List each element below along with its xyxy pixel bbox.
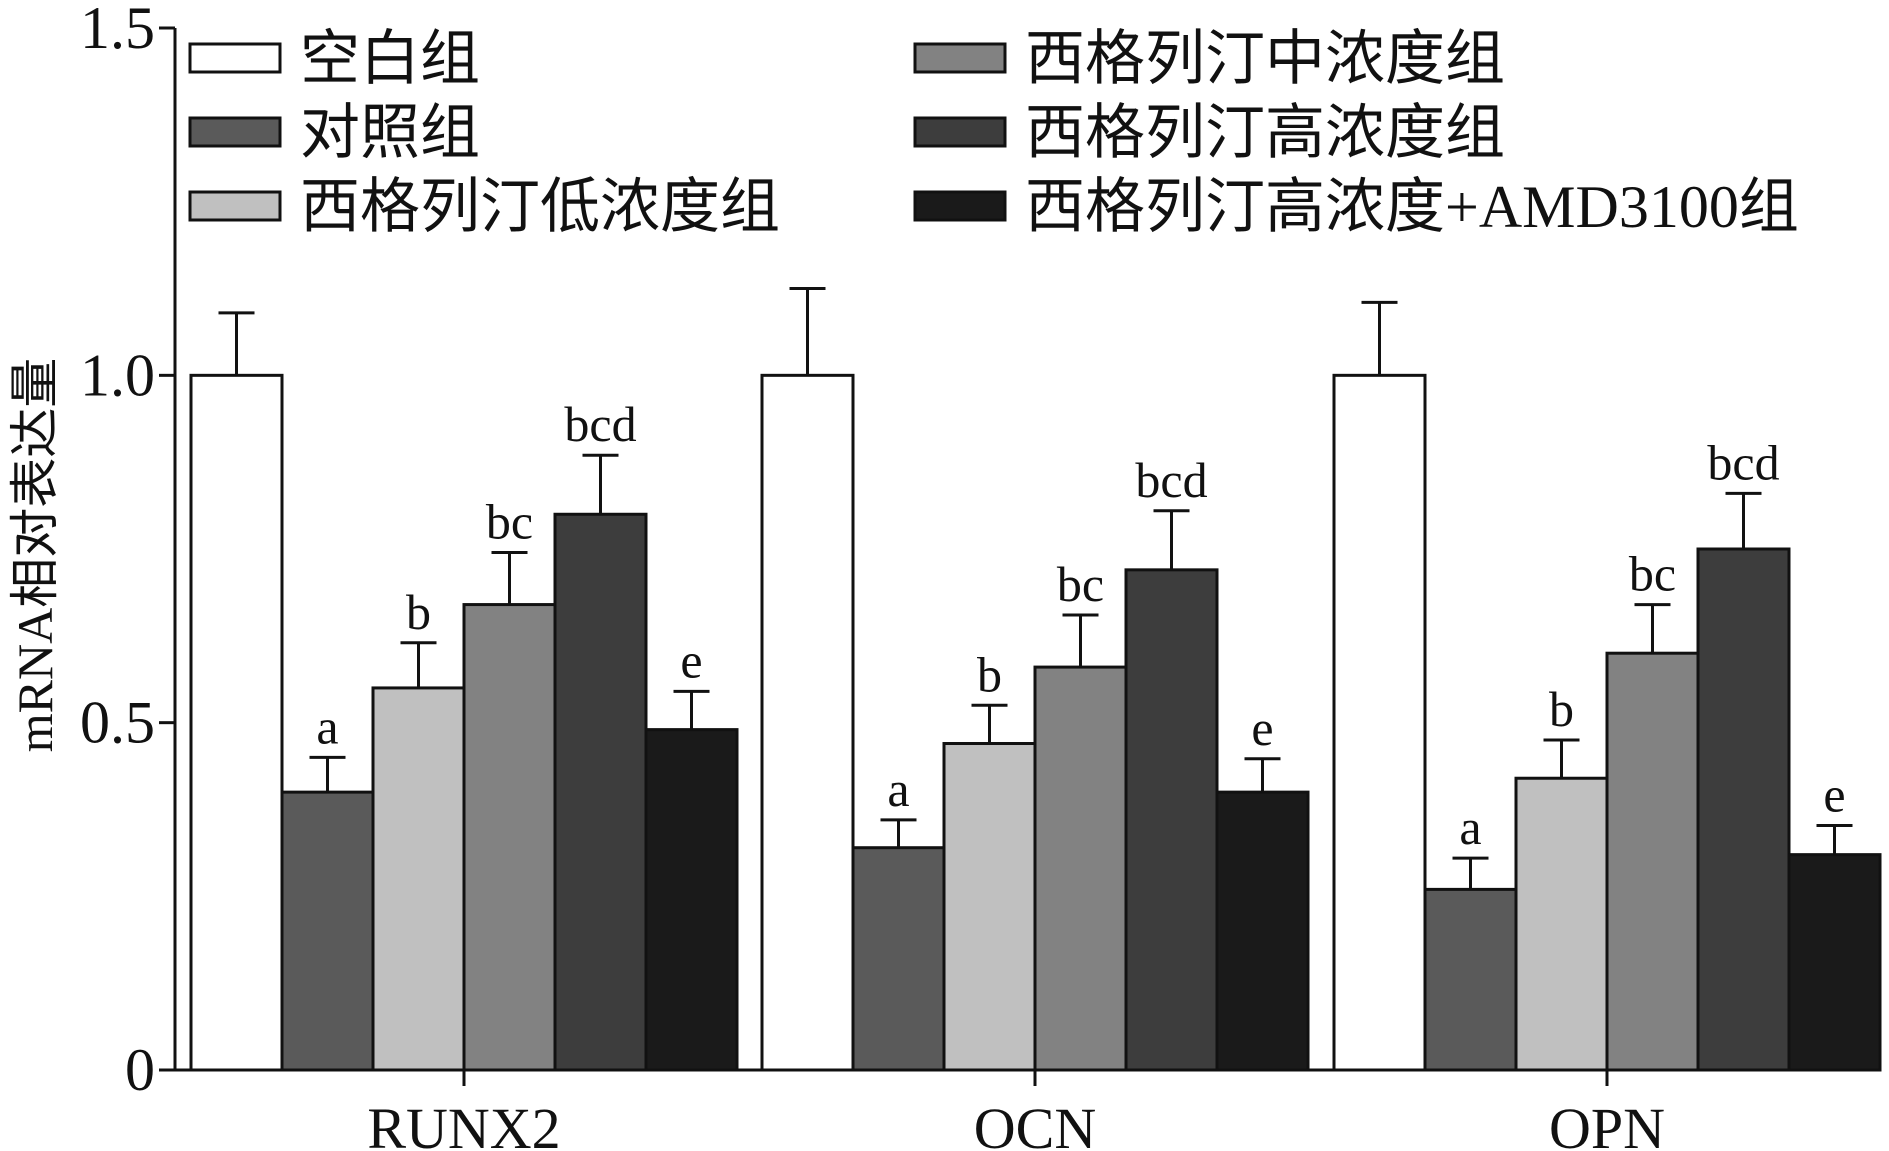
bar-runx2-series-4 (462, 603, 557, 1072)
legend-label: 西格列汀高浓度组 (1025, 100, 1505, 166)
significance-label: e (1823, 766, 1845, 822)
significance-label: bc (486, 493, 533, 549)
bar-opn-series-6 (1787, 853, 1882, 1072)
bar-ocn-series-6 (1215, 790, 1310, 1072)
legend-swatch (913, 190, 1007, 222)
x-tick-label: OCN (974, 1096, 1096, 1151)
significance-label: a (887, 761, 909, 817)
legend-label: 空白组 (300, 26, 480, 92)
bar-runx2-series-6 (644, 728, 739, 1072)
bar-opn-series-4 (1605, 651, 1700, 1072)
x-tick-label: RUNX2 (367, 1096, 560, 1151)
legend-swatch (188, 42, 282, 74)
significance-label: bcd (1707, 434, 1779, 490)
y-tick-label: 1.5 (80, 0, 155, 61)
y-tick-label: 0 (125, 1037, 155, 1103)
bar-runx2-series-5 (553, 512, 648, 1072)
bar-ocn-series-2 (851, 846, 946, 1072)
significance-label: e (680, 632, 702, 688)
legend-swatch (913, 42, 1007, 74)
x-tick-label: OPN (1549, 1096, 1665, 1151)
bar-ocn-series-3 (942, 742, 1037, 1072)
significance-label: bc (1057, 556, 1104, 612)
significance-label: bcd (1135, 452, 1207, 508)
y-tick-label: 0.5 (80, 690, 155, 756)
significance-label: a (1459, 799, 1481, 855)
bar-opn-series-3 (1514, 776, 1609, 1072)
significance-label: bc (1629, 546, 1676, 602)
legend-label: 对照组 (300, 100, 480, 166)
legend-label: 西格列汀高浓度+AMD3100组 (1025, 174, 1799, 240)
bar-runx2-series-3 (371, 686, 466, 1072)
significance-label: b (1549, 681, 1574, 737)
bar-ocn-series-4 (1033, 665, 1128, 1072)
legend-label: 西格列汀中浓度组 (1025, 26, 1505, 92)
y-tick-label: 1.0 (80, 342, 155, 408)
bar-runx2-series-1 (189, 373, 284, 1072)
significance-label: b (977, 646, 1002, 702)
legend-swatch (188, 190, 282, 222)
bar-opn-series-2 (1423, 887, 1518, 1072)
bar-ocn-series-1 (760, 373, 855, 1072)
legend-label: 西格列汀低浓度组 (300, 174, 780, 240)
bar-ocn-series-5 (1124, 568, 1219, 1072)
bar-runx2-series-2 (280, 790, 375, 1072)
bar-opn-series-5 (1696, 547, 1791, 1072)
axes-layer: RUNX2 OCN OPN 0 0.5 1.0 1.5 (80, 0, 1880, 1151)
y-axis-label: mRNA相对表达量 (7, 358, 63, 752)
legend-swatch (913, 116, 1007, 148)
significance-label: b (406, 584, 431, 640)
significance-label: bcd (564, 396, 636, 452)
significance-label: e (1251, 700, 1273, 756)
significance-label: a (316, 698, 338, 754)
legend-swatch (188, 116, 282, 148)
bar-opn-series-1 (1332, 373, 1427, 1072)
